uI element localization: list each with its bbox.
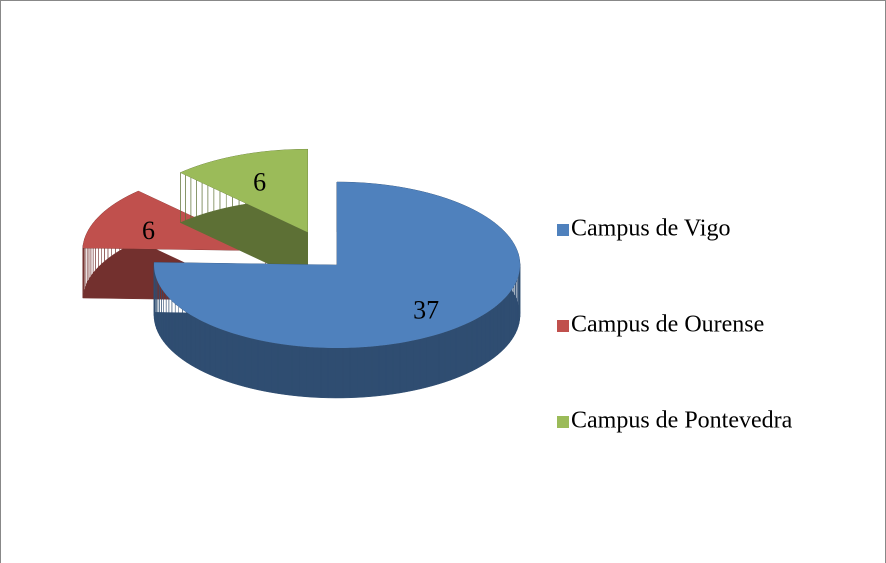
legend-swatch <box>557 320 569 332</box>
data-label: 6 <box>142 216 155 245</box>
legend-label: Campus de Ourense <box>571 312 764 338</box>
legend-label: Campus de Vigo <box>571 216 730 242</box>
data-label: 37 <box>413 296 439 325</box>
data-label: 6 <box>253 167 266 196</box>
legend-label: Campus de Pontevedra <box>571 408 793 434</box>
slice <box>154 182 520 348</box>
legend-swatch <box>557 224 569 236</box>
slice <box>180 149 308 233</box>
legend-swatch <box>557 416 569 428</box>
